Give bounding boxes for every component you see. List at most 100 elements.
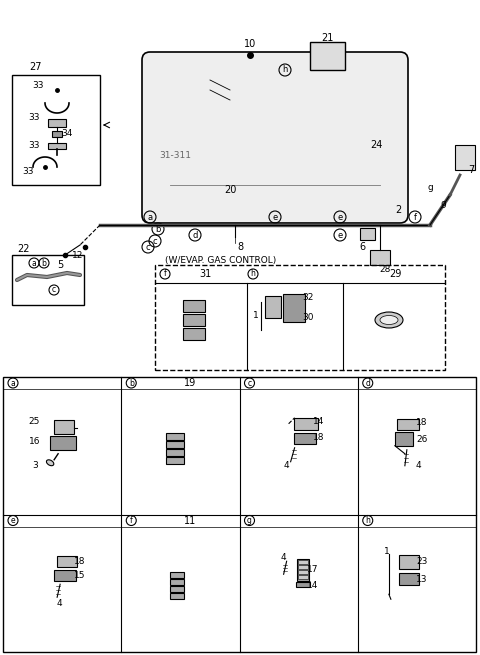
Text: 28: 28 — [379, 265, 391, 274]
Text: 13: 13 — [416, 574, 428, 584]
Text: 4: 4 — [56, 599, 62, 608]
Text: 31-311: 31-311 — [159, 151, 191, 160]
Bar — [298, 571, 308, 574]
Text: 14: 14 — [313, 417, 324, 426]
Bar — [283, 294, 305, 322]
Text: e: e — [11, 516, 15, 525]
Text: 14: 14 — [307, 581, 318, 590]
Bar — [399, 555, 419, 569]
Text: g: g — [427, 183, 433, 191]
Bar — [294, 418, 318, 430]
Text: c: c — [146, 242, 150, 252]
Text: 15: 15 — [74, 571, 86, 580]
Bar — [294, 433, 316, 443]
Bar — [12, 75, 100, 185]
Bar — [298, 575, 308, 579]
Text: h: h — [251, 269, 255, 278]
Bar — [167, 449, 184, 456]
Bar — [12, 255, 84, 305]
Text: 29: 29 — [389, 269, 401, 279]
Bar — [170, 586, 184, 592]
Text: d: d — [365, 379, 370, 388]
Bar — [370, 250, 390, 265]
Text: 4: 4 — [281, 553, 287, 562]
Text: 22: 22 — [17, 244, 29, 254]
Text: 30: 30 — [302, 314, 314, 322]
Ellipse shape — [47, 460, 54, 466]
Text: 33: 33 — [23, 166, 34, 176]
Bar — [155, 265, 445, 370]
Bar — [310, 42, 345, 70]
Bar — [48, 119, 66, 127]
Text: 18: 18 — [313, 433, 324, 442]
Bar — [360, 228, 375, 240]
Bar — [167, 433, 184, 440]
Text: 1: 1 — [253, 310, 259, 320]
Text: 33: 33 — [33, 81, 44, 90]
Text: e: e — [337, 212, 343, 221]
Text: 3: 3 — [32, 461, 38, 470]
Text: a: a — [11, 379, 15, 388]
Bar — [298, 565, 308, 569]
Text: 27: 27 — [30, 62, 42, 72]
Bar — [298, 560, 308, 564]
Bar — [57, 556, 77, 567]
Text: 26: 26 — [416, 436, 428, 444]
Text: 11: 11 — [184, 515, 196, 525]
Text: 33: 33 — [28, 113, 40, 122]
Bar — [170, 572, 184, 578]
Bar — [3, 377, 476, 652]
Ellipse shape — [375, 312, 403, 328]
Text: h: h — [365, 516, 370, 525]
Text: 18: 18 — [74, 557, 86, 566]
Text: 19: 19 — [184, 378, 196, 388]
Text: 1: 1 — [384, 547, 390, 555]
Text: a: a — [147, 212, 153, 221]
Bar — [395, 432, 413, 446]
Text: d: d — [192, 231, 198, 240]
Text: 32: 32 — [302, 293, 314, 303]
Text: a: a — [32, 259, 36, 267]
Text: b: b — [156, 225, 161, 233]
Text: 4: 4 — [416, 461, 422, 470]
Text: 25: 25 — [29, 417, 40, 426]
Text: 34: 34 — [61, 130, 72, 138]
Text: 17: 17 — [307, 565, 318, 574]
Text: 18: 18 — [416, 419, 428, 427]
Text: 31: 31 — [199, 269, 211, 279]
FancyBboxPatch shape — [142, 52, 408, 223]
Bar — [297, 559, 309, 581]
Text: 5: 5 — [57, 260, 63, 270]
Text: 12: 12 — [72, 250, 84, 259]
Bar — [54, 420, 74, 434]
Bar — [167, 457, 184, 464]
Text: 33: 33 — [28, 141, 40, 149]
Bar — [455, 145, 475, 170]
Bar — [54, 571, 76, 581]
Text: 6: 6 — [359, 242, 365, 252]
Text: e: e — [272, 212, 277, 221]
Bar — [167, 441, 184, 448]
Bar — [183, 314, 205, 326]
Ellipse shape — [380, 316, 398, 324]
Bar — [52, 131, 62, 137]
Bar — [170, 579, 184, 586]
Text: 23: 23 — [416, 557, 428, 566]
Bar — [399, 573, 419, 586]
Text: 21: 21 — [321, 33, 333, 43]
Bar — [183, 300, 205, 312]
Text: 8: 8 — [237, 242, 243, 252]
Bar — [48, 143, 66, 149]
Text: g: g — [247, 516, 252, 525]
Text: c: c — [153, 236, 157, 246]
Text: b: b — [42, 259, 47, 267]
Text: f: f — [130, 516, 132, 525]
Text: 24: 24 — [370, 140, 383, 150]
Bar — [170, 593, 184, 599]
Text: 16: 16 — [29, 438, 40, 446]
Text: 2: 2 — [395, 205, 401, 215]
Bar — [265, 296, 281, 318]
Text: h: h — [282, 66, 288, 75]
Text: 20: 20 — [224, 185, 236, 195]
Bar — [296, 582, 310, 588]
